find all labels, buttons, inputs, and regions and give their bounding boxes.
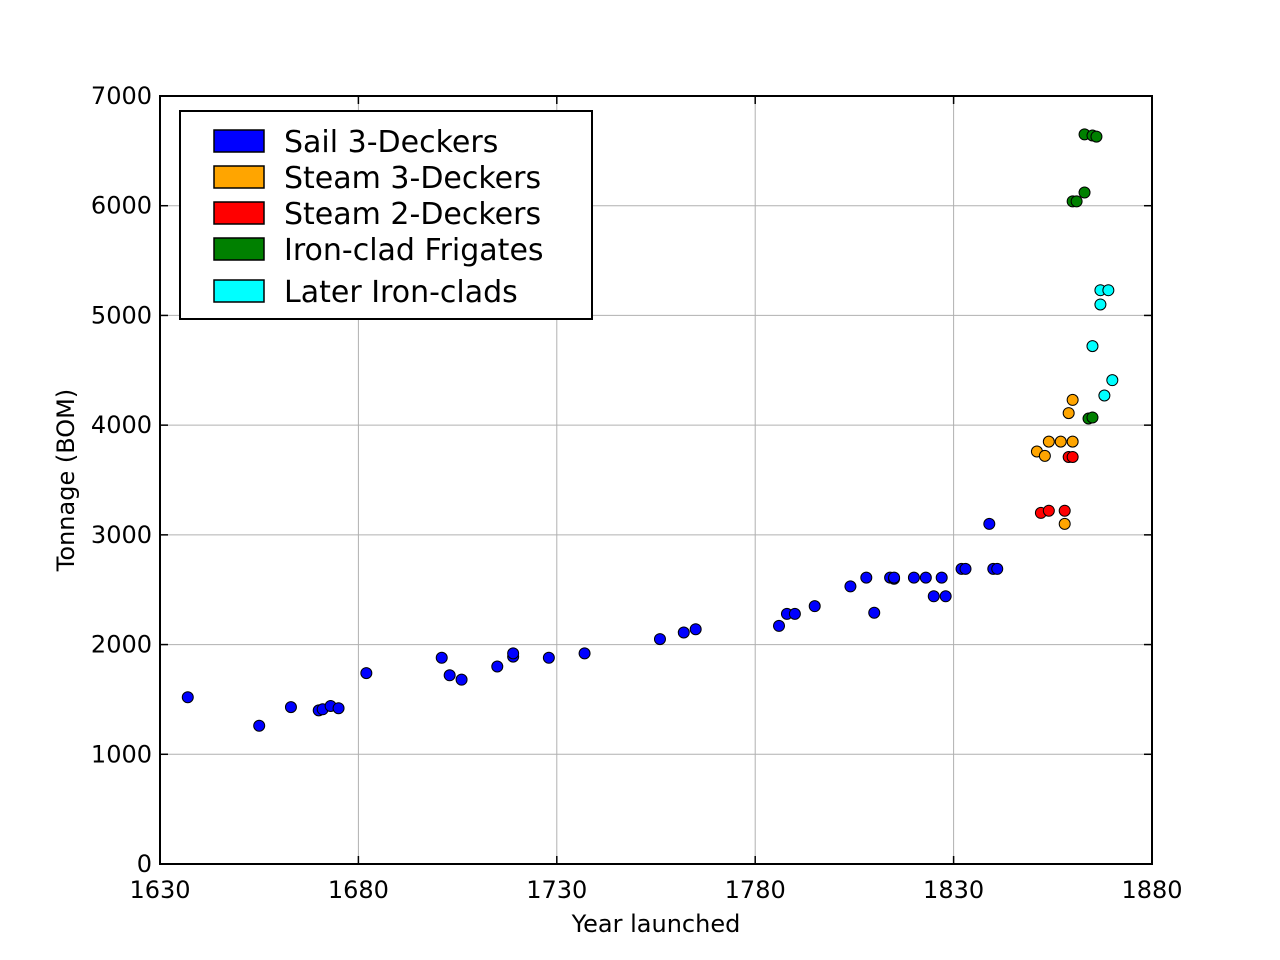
data-point bbox=[1106, 374, 1119, 387]
data-point bbox=[491, 660, 504, 673]
data-point bbox=[360, 667, 373, 680]
y-tick-label: 1000 bbox=[91, 740, 152, 768]
legend-swatch bbox=[213, 201, 265, 225]
legend-label: Sail 3-Deckers bbox=[284, 125, 498, 160]
data-point bbox=[1058, 517, 1071, 530]
y-tick-labels: 0 1000 2000 3000 4000 5000 6000 7000 bbox=[91, 82, 152, 878]
data-point bbox=[1090, 130, 1103, 143]
data-point bbox=[653, 633, 666, 646]
data-point bbox=[959, 562, 972, 575]
y-tick-label: 5000 bbox=[91, 301, 152, 329]
data-point bbox=[689, 623, 702, 636]
legend-swatch bbox=[213, 237, 265, 261]
x-tick-label: 1780 bbox=[725, 876, 786, 904]
x-tick-label: 1680 bbox=[328, 876, 389, 904]
series-sail-3-deckers bbox=[181, 517, 1004, 732]
data-point bbox=[1086, 411, 1099, 424]
data-point bbox=[677, 626, 690, 639]
y-tick-label: 0 bbox=[137, 850, 152, 878]
data-point bbox=[919, 571, 932, 584]
y-tick-label: 2000 bbox=[91, 631, 152, 659]
data-point bbox=[332, 702, 345, 715]
data-point bbox=[844, 580, 857, 593]
x-tick-label: 1630 bbox=[129, 876, 190, 904]
data-point bbox=[1070, 195, 1083, 208]
y-axis-label: Tonnage (BOM) bbox=[52, 389, 80, 572]
data-point bbox=[808, 600, 821, 613]
data-point bbox=[939, 590, 952, 603]
data-point bbox=[1066, 435, 1079, 448]
data-point bbox=[253, 719, 266, 732]
series-steam-3-deckers bbox=[1030, 393, 1079, 530]
legend-label: Iron-clad Frigates bbox=[284, 233, 544, 268]
data-point bbox=[1098, 389, 1111, 402]
y-tick-label: 3000 bbox=[91, 521, 152, 549]
x-tick-labels: 1630 1680 1730 1780 1830 1880 bbox=[129, 876, 1182, 904]
y-tick-label: 4000 bbox=[91, 411, 152, 439]
x-tick-label: 1830 bbox=[923, 876, 984, 904]
legend-swatch bbox=[213, 279, 265, 303]
y-tick-label: 6000 bbox=[91, 192, 152, 220]
x-tick-label: 1730 bbox=[526, 876, 587, 904]
plot-frame bbox=[159, 95, 1153, 865]
data-point bbox=[860, 571, 873, 584]
legend-label: Later Iron-clads bbox=[284, 275, 518, 310]
data-point bbox=[1042, 435, 1055, 448]
data-point bbox=[1038, 449, 1051, 462]
data-point bbox=[788, 607, 801, 620]
data-point bbox=[1094, 298, 1107, 311]
legend-swatch bbox=[213, 129, 265, 153]
axis-ticks bbox=[159, 95, 1153, 865]
data-point bbox=[455, 673, 468, 686]
data-point bbox=[1042, 504, 1055, 517]
data-point bbox=[542, 651, 555, 664]
data-point bbox=[888, 571, 901, 584]
legend-label: Steam 3-Deckers bbox=[284, 161, 541, 196]
series-later-iron-clads bbox=[1086, 284, 1119, 402]
data-point bbox=[1054, 435, 1067, 448]
data-point bbox=[907, 571, 920, 584]
series-iron-clad-frigates bbox=[1066, 128, 1103, 425]
data-point bbox=[284, 701, 297, 714]
data-point bbox=[1062, 407, 1075, 420]
x-axis-label: Year launched bbox=[571, 910, 741, 938]
legend-label: Steam 2-Deckers bbox=[284, 197, 541, 232]
data-point bbox=[181, 691, 194, 704]
data-point bbox=[1058, 504, 1071, 517]
data-point bbox=[1066, 393, 1079, 406]
data-point bbox=[868, 606, 881, 619]
data-point bbox=[983, 517, 996, 530]
data-point bbox=[1066, 450, 1079, 463]
data-point bbox=[1086, 340, 1099, 353]
data-point bbox=[578, 647, 591, 660]
legend-swatch bbox=[213, 165, 265, 189]
series-steam-2-deckers bbox=[1034, 450, 1079, 519]
data-point bbox=[443, 669, 456, 682]
y-tick-label: 7000 bbox=[91, 82, 152, 110]
data-point bbox=[773, 619, 786, 632]
x-tick-label: 1880 bbox=[1121, 876, 1182, 904]
data-point bbox=[435, 651, 448, 664]
data-point bbox=[1102, 284, 1115, 297]
grid-lines bbox=[160, 96, 1152, 864]
data-point bbox=[507, 647, 520, 660]
data-points bbox=[181, 128, 1119, 732]
data-point bbox=[1078, 186, 1091, 199]
data-point bbox=[991, 562, 1004, 575]
data-point bbox=[935, 571, 948, 584]
data-point bbox=[927, 590, 940, 603]
